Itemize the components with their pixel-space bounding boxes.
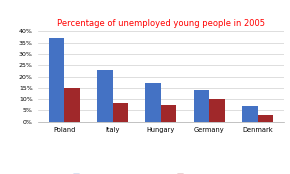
Bar (194, 90, 209, 122)
Bar (161, 105, 176, 122)
Bar (113, 103, 128, 122)
Bar (146, 83, 161, 122)
Title: Percentage of unemployed young people in 2005: Percentage of unemployed young people in… (57, 19, 265, 28)
Bar (209, 99, 225, 122)
Legend: Unemployment (15-24 year olds), Overall unemployment: Unemployment (15-24 year olds), Overall … (71, 172, 251, 174)
Bar (258, 115, 273, 122)
Bar (49, 38, 64, 122)
Bar (97, 70, 113, 122)
Bar (242, 106, 258, 122)
Bar (64, 88, 80, 122)
